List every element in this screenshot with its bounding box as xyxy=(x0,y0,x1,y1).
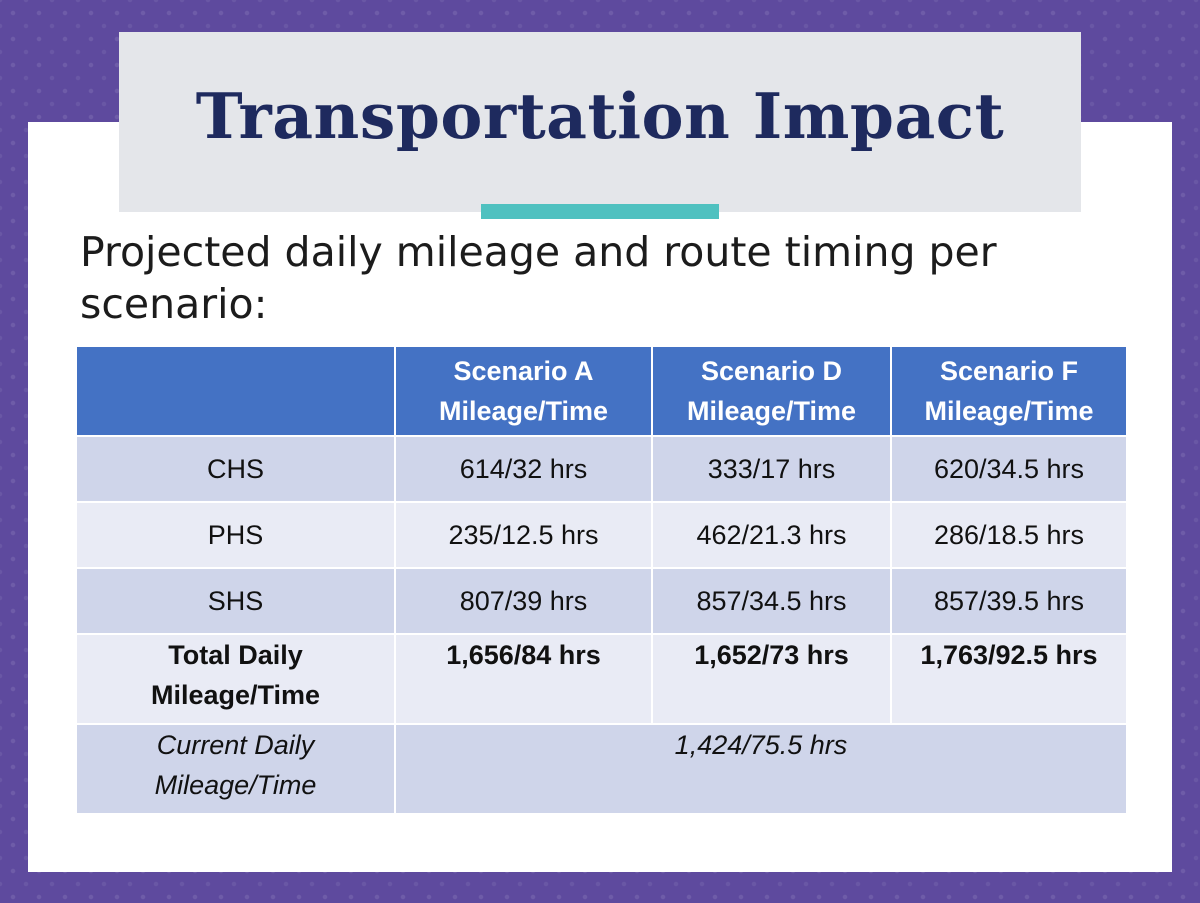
table-row-chs: CHS 614/32 hrs 333/17 hrs 620/34.5 hrs xyxy=(75,435,1128,503)
title-box: Transportation Impact xyxy=(119,32,1081,212)
cell-scenario-a: 235/12.5 hrs xyxy=(394,501,653,569)
header-cell-empty xyxy=(75,345,396,437)
mileage-table: Scenario A Mileage/Time Scenario D Milea… xyxy=(75,345,1128,815)
slide-subtitle: Projected daily mileage and route timing… xyxy=(80,228,997,328)
current-label: Current Daily Mileage/Time xyxy=(75,723,396,815)
cell-scenario-a: 807/39 hrs xyxy=(394,567,653,635)
total-scenario-a: 1,656/84 hrs xyxy=(394,633,653,725)
title-accent-bar xyxy=(481,204,719,219)
table-row-shs: SHS 807/39 hrs 857/34.5 hrs 857/39.5 hrs xyxy=(75,567,1128,635)
slide-title: Transportation Impact xyxy=(195,79,1005,153)
total-scenario-f: 1,763/92.5 hrs xyxy=(890,633,1128,725)
row-label: PHS xyxy=(75,501,396,569)
cell-scenario-f: 857/39.5 hrs xyxy=(890,567,1128,635)
table-row-phs: PHS 235/12.5 hrs 462/21.3 hrs 286/18.5 h… xyxy=(75,501,1128,569)
cell-scenario-d: 333/17 hrs xyxy=(651,435,892,503)
header-scenario-d: Scenario D Mileage/Time xyxy=(651,345,892,437)
table-row-current: Current Daily Mileage/Time 1,424/75.5 hr… xyxy=(75,723,1128,815)
cell-scenario-d: 462/21.3 hrs xyxy=(651,501,892,569)
cell-scenario-f: 286/18.5 hrs xyxy=(890,501,1128,569)
current-value: 1,424/75.5 hrs xyxy=(394,723,1128,815)
header-scenario-a: Scenario A Mileage/Time xyxy=(394,345,653,437)
cell-scenario-a: 614/32 hrs xyxy=(394,435,653,503)
total-scenario-d: 1,652/73 hrs xyxy=(651,633,892,725)
table-header-row: Scenario A Mileage/Time Scenario D Milea… xyxy=(75,345,1128,437)
row-label: SHS xyxy=(75,567,396,635)
total-label: Total Daily Mileage/Time xyxy=(75,633,396,725)
cell-scenario-d: 857/34.5 hrs xyxy=(651,567,892,635)
header-scenario-f: Scenario F Mileage/Time xyxy=(890,345,1128,437)
row-label: CHS xyxy=(75,435,396,503)
table-row-total: Total Daily Mileage/Time 1,656/84 hrs 1,… xyxy=(75,633,1128,725)
cell-scenario-f: 620/34.5 hrs xyxy=(890,435,1128,503)
